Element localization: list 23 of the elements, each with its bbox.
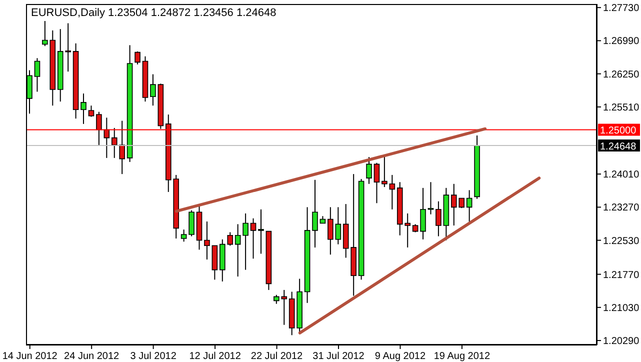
candlestick xyxy=(258,209,264,254)
x-tick-label: 9 Aug 2012 xyxy=(374,351,426,362)
y-tick-label: 1.21030 xyxy=(603,302,640,314)
y-tick-label: 1.22530 xyxy=(603,236,640,247)
x-tick-label: 19 Aug 2012 xyxy=(434,351,490,362)
y-tick-label: 1.25510 xyxy=(603,102,640,114)
ref-line-label: 1.25000 xyxy=(600,126,637,137)
y-tick-label: 1.27730 xyxy=(603,3,640,14)
y-tick-label: 1.20290 xyxy=(603,336,640,348)
ref-line-label: 1.24648 xyxy=(600,142,637,152)
x-tick-label: 12 Jul 2012 xyxy=(189,351,242,362)
y-tick-label: 1.26250 xyxy=(603,69,640,80)
x-tick-label: 22 Jul 2012 xyxy=(250,351,304,362)
y-tick-label: 1.26990 xyxy=(603,36,640,48)
x-tick-label: 3 Jul 2012 xyxy=(130,351,177,362)
y-tick-label: 1.24010 xyxy=(603,170,640,181)
x-tick-label: 31 Jul 2012 xyxy=(312,351,365,362)
candlestick xyxy=(428,182,434,214)
y-tick-label: 1.23270 xyxy=(603,202,640,214)
x-tick-label: 14 Jun 2012 xyxy=(2,351,58,362)
y-tick-label: 1.21770 xyxy=(603,270,640,281)
chart-title: EURUSD,Daily 1.23504 1.24872 1.23456 1.24648 xyxy=(31,7,276,19)
x-tick-label: 24 Jun 2012 xyxy=(64,351,120,362)
